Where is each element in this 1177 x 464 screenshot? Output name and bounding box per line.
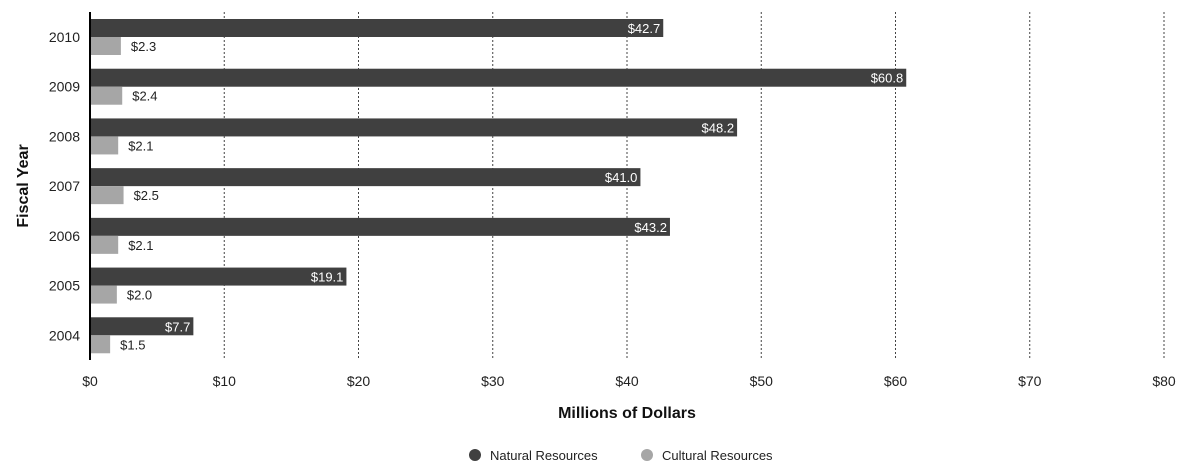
- natural-resources-bar-2007: [90, 168, 641, 187]
- natural-resources-value-2007: $41.0: [605, 170, 638, 185]
- natural-resources-value-2008: $48.2: [702, 120, 735, 135]
- y-tick-label-2007: 2007: [49, 178, 80, 194]
- x-tick-label: $20: [347, 373, 371, 389]
- legend-swatch-natural-resources: [469, 449, 481, 461]
- natural-resources-value-2004: $7.7: [165, 319, 190, 334]
- cultural-resources-value-2008: $2.1: [128, 138, 153, 153]
- cultural-resources-bar-2009: [90, 86, 123, 105]
- cultural-resources-bar-2004: [90, 335, 111, 354]
- x-axis-title: Millions of Dollars: [558, 405, 696, 422]
- x-tick-label: $30: [481, 373, 505, 389]
- bar-labels: $42.7 $2.3 $60.8 $2.4 $48.2 $2.1 $41.0 $2.5 $43.…: [120, 21, 903, 352]
- y-tick-label-2009: 2009: [49, 79, 80, 95]
- x-tick-label: $40: [615, 373, 639, 389]
- x-tick-label: $80: [1152, 373, 1176, 389]
- x-tick-label: $50: [750, 373, 774, 389]
- y-axis-title: Fiscal Year: [15, 144, 32, 227]
- natural-resources-bar-2005: [90, 267, 347, 286]
- cultural-resources-value-2009: $2.4: [132, 89, 157, 104]
- y-tick-label-2008: 2008: [49, 128, 80, 144]
- x-tick-label: $70: [1018, 373, 1042, 389]
- natural-resources-bar-2009: [90, 68, 907, 87]
- natural-resources-value-2010: $42.7: [628, 21, 661, 36]
- cultural-resources-value-2010: $2.3: [131, 39, 156, 54]
- x-tick-label: $0: [82, 373, 98, 389]
- cultural-resources-bar-2010: [90, 37, 121, 55]
- legend-swatch-cultural-resources: [641, 449, 653, 461]
- cultural-resources-value-2007: $2.5: [134, 188, 159, 203]
- x-tick-label: $10: [213, 373, 237, 389]
- x-tick-label: $60: [884, 373, 908, 389]
- natural-resources-bar-2006: [90, 217, 670, 236]
- cultural-resources-value-2004: $1.5: [120, 337, 145, 352]
- y-tick-label-2004: 2004: [49, 327, 80, 343]
- x-tick-labels: $0 $10 $20 $30 $40 $50 $60 $70 $80: [82, 373, 1176, 389]
- cultural-resources-bar-2007: [90, 186, 124, 205]
- cultural-resources-bar-2005: [90, 285, 117, 304]
- cultural-resources-bar-2008: [90, 136, 119, 155]
- cultural-resources-value-2005: $2.0: [127, 288, 152, 303]
- natural-resources-bar-2010: [90, 19, 664, 37]
- legend-label-natural-resources: Natural Resources: [490, 448, 598, 463]
- natural-resources-bar-2004: [90, 317, 194, 336]
- cultural-resources-value-2006: $2.1: [128, 238, 153, 253]
- y-tick-label-2006: 2006: [49, 228, 80, 244]
- y-tick-label-2005: 2005: [49, 278, 80, 294]
- y-tick-labels: 2010 2009 2008 2007 2006 2005 2004: [49, 29, 80, 343]
- natural-resources-value-2009: $60.8: [871, 71, 904, 86]
- legend: Natural Resources Cultural Resources: [469, 448, 773, 463]
- natural-resources-bar-2008: [90, 118, 738, 137]
- natural-resources-value-2006: $43.2: [634, 220, 667, 235]
- legend-label-cultural-resources: Cultural Resources: [662, 448, 773, 463]
- natural-resources-value-2005: $19.1: [311, 270, 344, 285]
- cultural-resources-bar-2006: [90, 235, 119, 254]
- bars: [90, 19, 907, 354]
- y-tick-label-2010: 2010: [49, 29, 80, 45]
